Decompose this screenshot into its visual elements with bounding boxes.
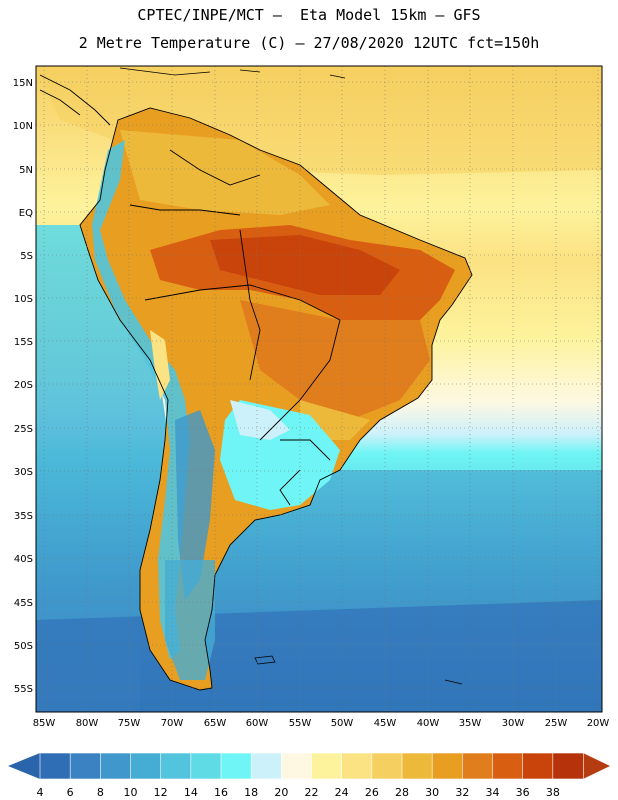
lat-label: 25S (14, 424, 33, 435)
lat-label: 30S (14, 467, 33, 478)
lat-label: 10S (14, 294, 33, 305)
lon-label: 75W (118, 718, 141, 729)
colorbar-tick-label: 34 (486, 786, 500, 799)
colorbar-swatch (341, 752, 373, 780)
lon-label: 65W (204, 718, 227, 729)
lon-label: 30W (502, 718, 525, 729)
colorbar-swatch (250, 752, 283, 780)
colorbar-swatch (160, 752, 192, 780)
lat-label: 5S (20, 251, 33, 262)
lat-label: 15S (14, 337, 33, 348)
lat-label: 45S (14, 598, 33, 609)
colorbar-swatch (371, 752, 403, 780)
colorbar-tick-label: 4 (37, 786, 44, 799)
lon-label: 25W (545, 718, 568, 729)
colorbar-swatch (552, 752, 584, 780)
colorbar-tick-label: 14 (184, 786, 198, 799)
colorbar-tick-label: 26 (365, 786, 379, 799)
lon-label: 20W (587, 718, 610, 729)
lon-label: 40W (417, 718, 440, 729)
colorbar-tick-label: 28 (395, 786, 409, 799)
latitude-axis: 15N 10N 5N EQ 5S 10S 15S 20S 25S 30S 35S… (13, 78, 33, 695)
colorbar-tick-label: 12 (154, 786, 168, 799)
lat-label: 35S (14, 511, 33, 522)
lat-label: EQ (19, 208, 33, 219)
colorbar-tick-label: 24 (335, 786, 349, 799)
colorbar-tick-label: 32 (455, 786, 469, 799)
lon-label: 70W (161, 718, 184, 729)
lat-label: 55S (14, 684, 33, 695)
colorbar-swatch (130, 752, 162, 780)
colorbar-tick-label: 18 (244, 786, 258, 799)
colorbar-swatch (492, 752, 524, 780)
colorbar-tick-label: 6 (67, 786, 74, 799)
colorbar-tick-label: 16 (214, 786, 228, 799)
colorbar-swatch (220, 752, 252, 780)
lat-label: 5N (19, 165, 33, 176)
longitude-axis: 85W 80W 75W 70W 65W 60W 55W 50W 45W 40W … (33, 718, 610, 729)
colorbar-swatch (311, 752, 343, 780)
map-title-line-2: 2 Metre Temperature (C) – 27/08/2020 12U… (78, 34, 540, 52)
colorbar-swatch (462, 752, 494, 780)
colorbar-high-arrow (583, 753, 610, 779)
colorbar-swatch (190, 752, 222, 780)
lat-label: 10N (13, 121, 33, 132)
colorbar-swatch (431, 752, 464, 780)
colorbar-swatch (522, 752, 554, 780)
colorbar-tick-label: 8 (97, 786, 104, 799)
colorbar-tick-label: 30 (425, 786, 439, 799)
lon-label: 55W (289, 718, 312, 729)
temperature-field (36, 66, 602, 712)
lon-label: 45W (374, 718, 397, 729)
lon-label: 80W (76, 718, 99, 729)
lat-label: 15N (13, 78, 33, 89)
colorbar-low-arrow (8, 753, 40, 779)
colorbar: 4 6 8 10 12 14 16 18 20 22 24 26 28 30 32 34 36 38 (8, 752, 610, 799)
lat-label: 50S (14, 641, 33, 652)
lon-label: 50W (331, 718, 354, 729)
lon-label: 60W (246, 718, 269, 729)
lon-label: 85W (33, 718, 56, 729)
lon-label: 35W (459, 718, 482, 729)
colorbar-swatch (39, 752, 71, 780)
map-frame (35, 65, 603, 713)
colorbar-tick-label: 22 (305, 786, 319, 799)
map-title-line-1: CPTEC/INPE/MCT – Eta Model 15km – GFS (137, 6, 481, 24)
colorbar-tick-label: 20 (274, 786, 288, 799)
lat-label: 40S (14, 554, 33, 565)
colorbar-swatch (281, 752, 313, 780)
colorbar-tick-label: 38 (546, 786, 560, 799)
colorbar-tick-label: 10 (124, 786, 138, 799)
lat-label: 20S (14, 380, 33, 391)
colorbar-tick-label: 36 (516, 786, 530, 799)
colorbar-swatch (69, 752, 102, 780)
colorbar-swatch (100, 752, 132, 780)
colorbar-swatch (401, 752, 433, 780)
